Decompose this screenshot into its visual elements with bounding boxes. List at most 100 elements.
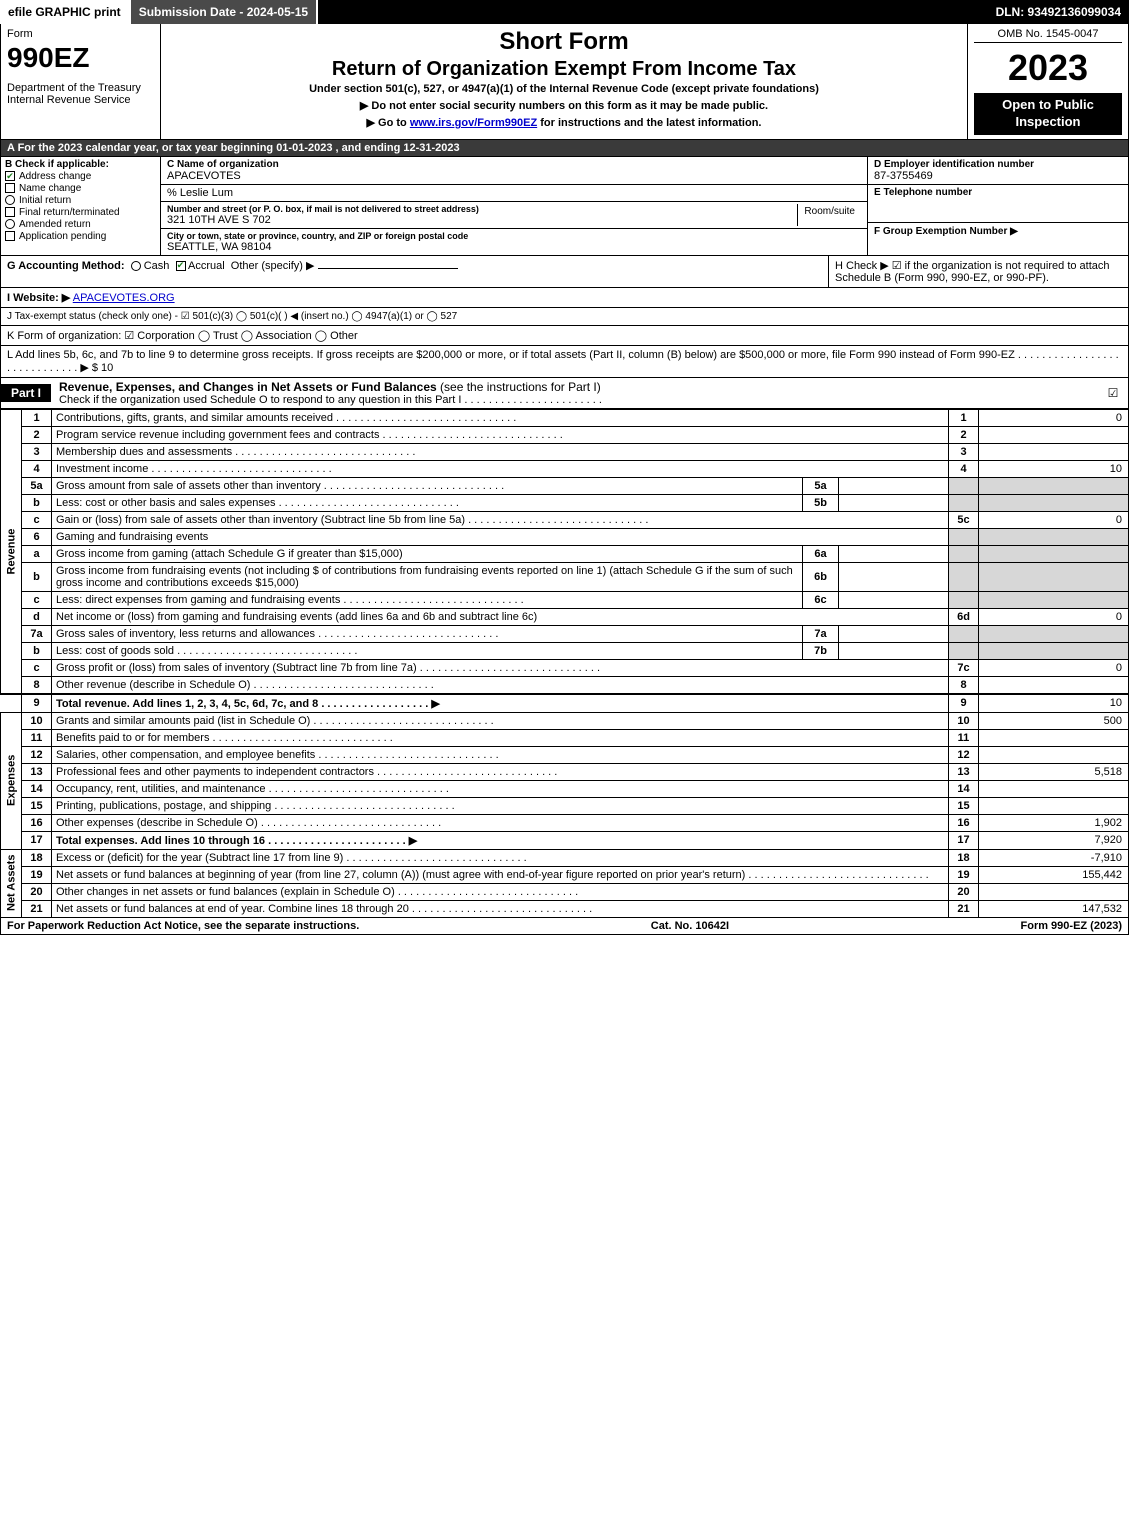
refnum: 17 <box>949 831 979 849</box>
part-i-title-text: Revenue, Expenses, and Changes in Net As… <box>59 380 437 394</box>
chk-name-change[interactable]: Name change <box>5 183 156 194</box>
line-9: 9 Total revenue. Add lines 1, 2, 3, 4, 5… <box>1 694 1129 713</box>
chk-address-change[interactable]: Address change <box>5 171 156 182</box>
chk-amended[interactable]: Amended return <box>5 219 156 230</box>
row-g: G Accounting Method: Cash Accrual Other … <box>1 256 828 287</box>
line-10: Expenses 10 Grants and similar amounts p… <box>1 712 1129 729</box>
line-3: 3 Membership dues and assessments 3 <box>1 443 1129 460</box>
subcol: 7b <box>803 642 839 659</box>
lnum: 20 <box>22 883 52 900</box>
line-14: 14 Occupancy, rent, utilities, and maint… <box>1 780 1129 797</box>
tax-year: 2023 <box>974 47 1122 89</box>
row-j: J Tax-exempt status (check only one) - ☑… <box>1 308 1128 325</box>
desc: Less: cost or other basis and sales expe… <box>56 497 276 509</box>
desc: Less: direct expenses from gaming and fu… <box>56 594 340 606</box>
subcol: 6b <box>803 562 839 591</box>
desc: Other changes in net assets or fund bala… <box>56 886 395 898</box>
do-not-enter: ▶ Do not enter social security numbers o… <box>169 99 959 112</box>
line-21: 21 Net assets or fund balances at end of… <box>1 900 1129 917</box>
desc: Gross income from gaming (attach Schedul… <box>56 548 403 560</box>
row-i: I Website: ▶ APACEVOTES.ORG <box>1 288 1128 308</box>
desc: Gross income from fundraising events (no… <box>56 565 793 589</box>
ein-block: D Employer identification number 87-3755… <box>868 157 1128 185</box>
desc: Net assets or fund balances at beginning… <box>56 869 745 881</box>
lnum: 19 <box>22 866 52 883</box>
desc: Other revenue (describe in Schedule O) <box>56 679 250 691</box>
shade <box>949 494 979 511</box>
org-name: APACEVOTES <box>167 170 861 182</box>
refnum: 14 <box>949 780 979 797</box>
city-label: City or town, state or province, country… <box>167 231 861 241</box>
amount: 0 <box>979 659 1129 676</box>
line-8: 8 Other revenue (describe in Schedule O)… <box>1 676 1129 694</box>
form-header: Form 990EZ Department of the Treasury In… <box>0 24 1129 140</box>
radio-icon[interactable] <box>131 261 141 271</box>
efile-label[interactable]: efile GRAPHIC print <box>0 0 131 24</box>
chk-label: Name change <box>19 183 81 194</box>
shade <box>949 545 979 562</box>
amount <box>979 883 1129 900</box>
desc: Net income or (loss) from gaming and fun… <box>56 611 537 623</box>
under-section: Under section 501(c), 527, or 4947(a)(1)… <box>169 83 959 95</box>
lnum: 17 <box>22 831 52 849</box>
header-right: OMB No. 1545-0047 2023 Open to Public In… <box>968 24 1128 139</box>
chk-label: Amended return <box>19 219 91 230</box>
lnum: 18 <box>22 849 52 866</box>
part-i-checkbox[interactable]: ☑ <box>1098 386 1128 400</box>
shade <box>949 477 979 494</box>
row-a-period: A For the 2023 calendar year, or tax yea… <box>0 140 1129 157</box>
part-i-header: Part I Revenue, Expenses, and Changes in… <box>0 378 1129 409</box>
website-link[interactable]: APACEVOTES.ORG <box>73 292 175 304</box>
refnum: 4 <box>949 460 979 477</box>
lnum: c <box>22 511 52 528</box>
chk-initial-return[interactable]: Initial return <box>5 195 156 206</box>
shade <box>979 591 1129 608</box>
refnum: 10 <box>949 712 979 729</box>
lnum: 8 <box>22 676 52 694</box>
lnum: 10 <box>22 712 52 729</box>
amount: 10 <box>979 694 1129 713</box>
line-17: 17 Total expenses. Add lines 10 through … <box>1 831 1129 849</box>
checkbox-icon <box>5 207 15 217</box>
short-form-title: Short Form <box>169 28 959 56</box>
c-label: C Name of organization <box>167 159 861 170</box>
line-5b: b Less: cost or other basis and sales ex… <box>1 494 1129 511</box>
care-of-line: % Leslie Lum <box>161 185 867 202</box>
side-revenue: Revenue <box>1 409 22 694</box>
line-4: 4 Investment income 4 10 <box>1 460 1129 477</box>
desc: Gross amount from sale of assets other t… <box>56 480 321 492</box>
city-state-zip: SEATTLE, WA 98104 <box>167 241 861 253</box>
desc: Gain or (loss) from sale of assets other… <box>56 514 465 526</box>
line-5a: 5a Gross amount from sale of assets othe… <box>1 477 1129 494</box>
desc: Net assets or fund balances at end of ye… <box>56 903 409 915</box>
line-7a: 7a Gross sales of inventory, less return… <box>1 625 1129 642</box>
header-center: Short Form Return of Organization Exempt… <box>161 24 968 139</box>
shade <box>979 625 1129 642</box>
refnum: 5c <box>949 511 979 528</box>
irs-link[interactable]: www.irs.gov/Form990EZ <box>410 117 537 129</box>
chk-final-return[interactable]: Final return/terminated <box>5 207 156 218</box>
lnum: b <box>22 562 52 591</box>
side-expenses: Expenses <box>1 712 22 849</box>
desc: Program service revenue including govern… <box>56 429 379 441</box>
footer-right: Form 990-EZ (2023) <box>1021 920 1122 932</box>
amount: 0 <box>979 409 1129 426</box>
refnum: 12 <box>949 746 979 763</box>
side-netassets: Net Assets <box>1 849 22 917</box>
chk-application-pending[interactable]: Application pending <box>5 231 156 242</box>
subval <box>839 562 949 591</box>
subval <box>839 477 949 494</box>
refnum: 1 <box>949 409 979 426</box>
lnum: 12 <box>22 746 52 763</box>
amount: 147,532 <box>979 900 1129 917</box>
refnum: 18 <box>949 849 979 866</box>
lnum: b <box>22 642 52 659</box>
shade <box>979 642 1129 659</box>
page-footer: For Paperwork Reduction Act Notice, see … <box>0 918 1129 935</box>
radio-icon <box>5 219 15 229</box>
checkbox-icon[interactable] <box>176 261 186 271</box>
subcol: 5b <box>803 494 839 511</box>
line-18: Net Assets 18 Excess or (deficit) for th… <box>1 849 1129 866</box>
g-other-blank[interactable] <box>318 268 458 269</box>
desc: Gross sales of inventory, less returns a… <box>56 628 315 640</box>
